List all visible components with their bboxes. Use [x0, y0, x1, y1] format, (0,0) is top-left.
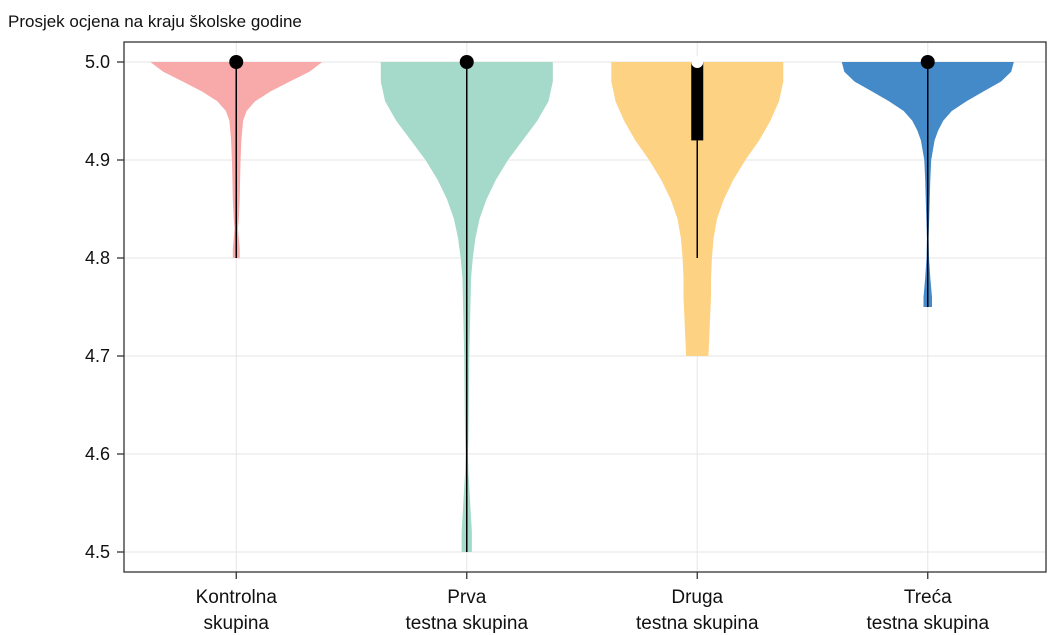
median-point-kontrolna: [229, 55, 244, 69]
median-point-prva: [459, 55, 474, 69]
axis-layer: 5.0 4.9 4.8 4.7 4.6 4.5 Kontrolna skupina Prva te…: [85, 52, 989, 634]
y-tick-label: 4.6: [85, 444, 110, 464]
grid-layer: [124, 42, 1046, 572]
y-tick-label: 4.5: [85, 542, 110, 562]
plot-frame: [123, 41, 1047, 573]
x-category-label: skupina: [204, 613, 270, 634]
chart-title: Prosjek ocjena na kraju školske godine: [8, 12, 302, 31]
box-layer: [229, 55, 935, 552]
x-category-label: Treća: [904, 587, 952, 608]
median-point-treca: [920, 55, 935, 69]
x-category-label: Prva: [447, 587, 487, 608]
iqr-box-druga: [691, 62, 704, 141]
violin-layer: [150, 62, 1014, 552]
x-category-label: testna skupina: [866, 613, 989, 634]
x-category-label: Kontrolna: [196, 587, 278, 608]
y-tick-label: 4.8: [85, 248, 110, 268]
x-category-label: Druga: [671, 587, 723, 608]
median-point-druga: [691, 56, 704, 68]
x-category-label: testna skupina: [405, 613, 528, 634]
y-tick-label: 4.7: [85, 346, 110, 366]
x-category-label: testna skupina: [636, 613, 759, 634]
y-tick-label: 5.0: [85, 52, 110, 72]
y-tick-label: 4.9: [85, 150, 110, 170]
